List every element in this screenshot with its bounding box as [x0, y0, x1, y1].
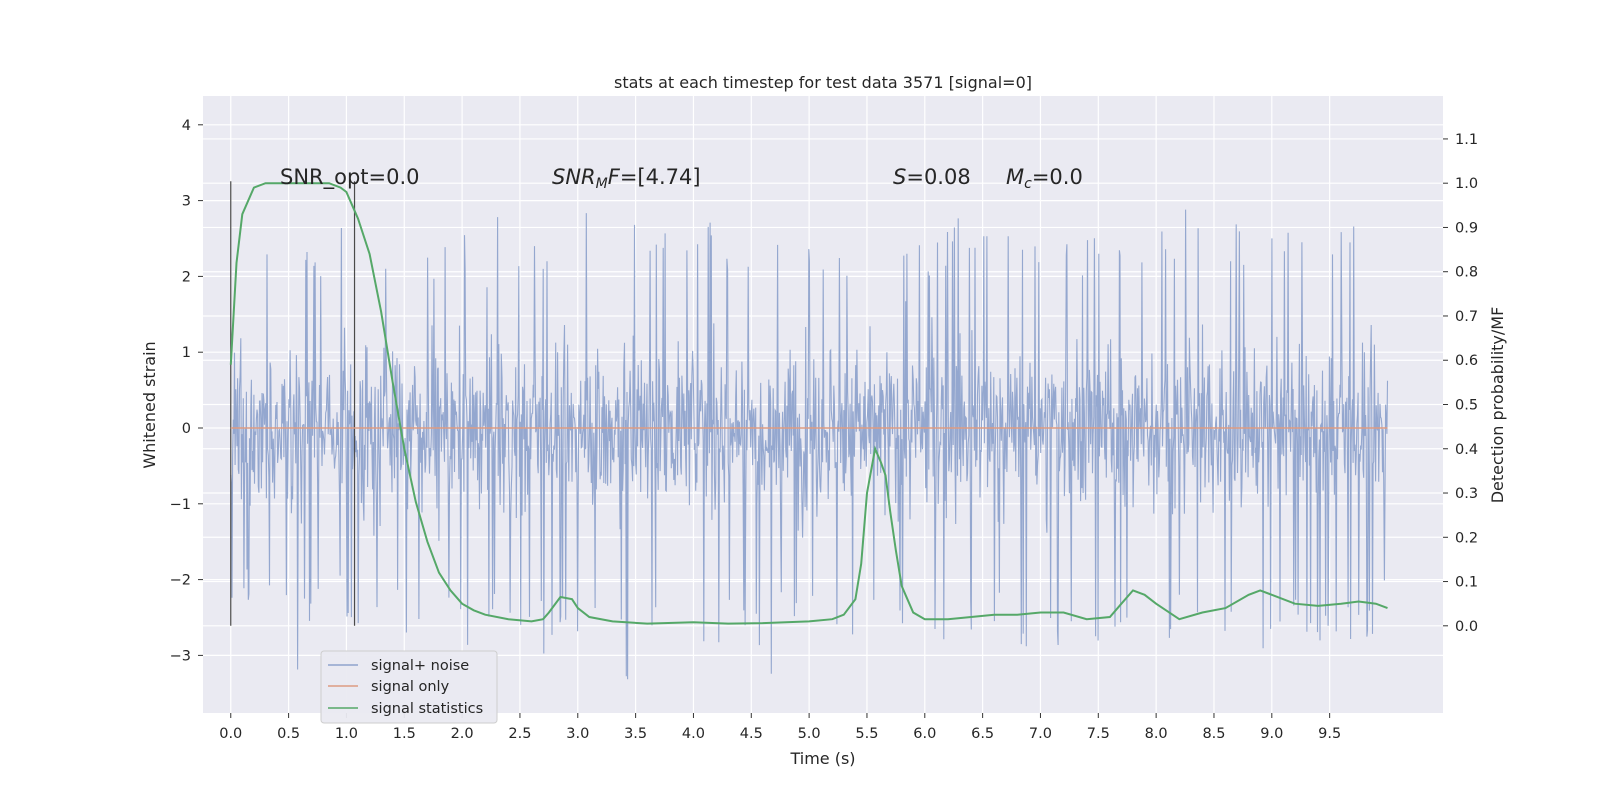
x-tick-label: 5.5 — [855, 726, 878, 742]
y-tick-label-right: 0.7 — [1455, 309, 1478, 325]
y-tick-label-right: 0.5 — [1455, 398, 1478, 414]
signal-statistics-line — [229, 182, 1388, 625]
x-tick-label: 3.0 — [566, 726, 589, 742]
legend-label-signal-only: signal only — [371, 679, 450, 695]
y-tick-label-right: 0.3 — [1455, 486, 1478, 502]
x-tick-label: 9.0 — [1260, 726, 1283, 742]
x-tick-label: 0.0 — [219, 726, 242, 742]
x-tick-label: 0.5 — [277, 726, 300, 742]
y-tick-label-right: 0.6 — [1455, 353, 1478, 369]
x-tick-label: 7.5 — [1087, 726, 1110, 742]
x-tick-label: 2.0 — [451, 726, 474, 742]
x-tick-label: 2.5 — [508, 726, 531, 742]
vertical-markers — [230, 181, 356, 626]
x-tick-label: 8.0 — [1145, 726, 1168, 742]
annotation-snr-mf: SNRMF=[4.74] — [552, 165, 701, 192]
x-tick-label: 5.0 — [798, 726, 821, 742]
y-tick-label-left: 2 — [182, 269, 191, 285]
x-tick-label: 6.5 — [971, 726, 994, 742]
annotation-snr-mf-sub: M — [596, 176, 608, 192]
x-tick-label: 3.5 — [624, 726, 647, 742]
legend: signal+ noise signal only signal statist… — [320, 650, 498, 724]
y-tick-label-left: −2 — [170, 573, 191, 589]
legend-label-signal-statistics: signal statistics — [371, 701, 483, 717]
tick-labels: 0.0 0.5 1.0 1.5 2.0 2.5 3.0 3.5 4.0 4.5 5.0 5.5 6.0 6… — [170, 118, 1478, 742]
x-tick-label: 4.0 — [682, 726, 705, 742]
x-axis-label: Time (s) — [789, 749, 855, 768]
chart-title: stats at each timestep for test data 357… — [614, 73, 1032, 92]
annotation-mc-base: M — [1006, 165, 1024, 189]
y-tick-label-left: −3 — [170, 648, 191, 664]
y-tick-label-right: 1.1 — [1455, 132, 1478, 148]
y-tick-label-left: 3 — [182, 194, 191, 210]
y-tick-label-right: 0.2 — [1455, 530, 1478, 546]
y-tick-label-left: 0 — [182, 421, 191, 437]
x-tick-label: 9.5 — [1318, 726, 1341, 742]
annotation-snr-mf-value: =[4.74] — [620, 165, 701, 189]
x-tick-label: 1.5 — [393, 726, 416, 742]
y-tick-label-right: 0.4 — [1455, 442, 1478, 458]
y-tick-label-right: 0.1 — [1455, 575, 1478, 591]
y-tick-label-left: 4 — [182, 118, 191, 134]
x-tick-label: 7.0 — [1029, 726, 1052, 742]
series-signal-statistics — [229, 182, 1388, 625]
y-tick-label-right: 1.0 — [1455, 176, 1478, 192]
x-tick-label: 1.0 — [335, 726, 358, 742]
annotation-snr-mf-var: F — [608, 165, 621, 189]
annotation-mc-value: =0.0 — [1032, 165, 1083, 189]
annotation-snr-opt: SNR_opt=0.0 — [280, 165, 420, 190]
y-tick-label-left: −1 — [170, 497, 191, 513]
y-tick-label-right: 0.0 — [1455, 619, 1478, 635]
x-tick-label: 6.0 — [913, 726, 936, 742]
annotation-s: S=0.08 — [893, 165, 971, 189]
y-tick-label-left: 1 — [182, 345, 191, 361]
y-axis-label-left: Whitened strain — [140, 341, 159, 468]
x-tick-label: 8.5 — [1202, 726, 1225, 742]
legend-label-signal-noise: signal+ noise — [371, 658, 469, 674]
x-tick-label: 4.5 — [740, 726, 763, 742]
annotation-s-var: S — [893, 165, 906, 189]
y-tick-label-right: 0.9 — [1455, 220, 1478, 236]
annotation-snr-mf-base: SNR — [552, 165, 596, 189]
y-tick-label-right: 0.8 — [1455, 265, 1478, 281]
legend-box — [320, 650, 498, 724]
annotation-mc-sub: c — [1024, 176, 1032, 192]
annotation-s-value: =0.08 — [906, 165, 970, 189]
y-axis-label-right: Detection probability/MF — [1488, 307, 1507, 504]
annotation-mc: Mc=0.0 — [1006, 165, 1083, 192]
